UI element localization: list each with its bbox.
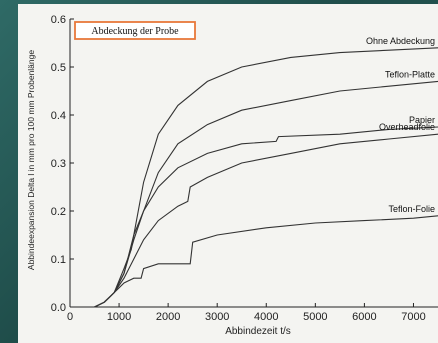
x-tick-label: 2000 [156,311,180,323]
series-lines [94,47,438,308]
y-tick-label: 0.3 [51,158,66,170]
chart-panel [18,4,438,343]
x-tick-label: 7000 [401,311,425,323]
series-labels: Ohne Abdeckung Teflon-Platte PapierOverhea… [366,36,435,214]
y-tick-label: 0.2 [51,206,66,218]
y-tick-label: 0.4 [51,110,66,122]
legend-title-box [74,21,196,40]
y-tick-label: 0.5 [51,62,66,74]
x-axis-title: Abbindezeit t/s [225,326,291,337]
series-label-2: Teflon-Platte [385,69,435,79]
x-tick-label: 5000 [303,311,327,323]
x-tick-label: 4000 [254,311,278,323]
series-line-2 [94,80,438,308]
y-axis-title: Abbindeexpansion Delta l in mm pro 100 m… [26,50,36,270]
y-tick-label: 0.1 [51,254,66,266]
legend-title: Abdeckung der Probe [91,26,179,37]
series-line-3 [94,126,438,308]
series-label-5: Teflon-Folie [388,204,435,214]
x-tick-label: 0 [67,311,73,323]
x-tick-label: 1000 [107,311,131,323]
x-tick-label: 3000 [205,311,229,323]
y-tick-label: 0.0 [51,302,66,314]
axes [69,19,438,308]
series-line-5 [94,215,438,308]
series-label-1: Ohne Abdeckung [366,36,435,46]
series-label-3: Papier [409,115,435,125]
ticks: 0 1000 2000 3000 4000 5000 6000 7000 0.0 0.1 0.2 0.… [51,14,426,323]
x-tick-label: 6000 [352,311,376,323]
y-tick-label: 0.6 [51,14,66,26]
series-label-4: Overheadfolie [379,122,435,132]
series-line-4 [94,133,438,308]
